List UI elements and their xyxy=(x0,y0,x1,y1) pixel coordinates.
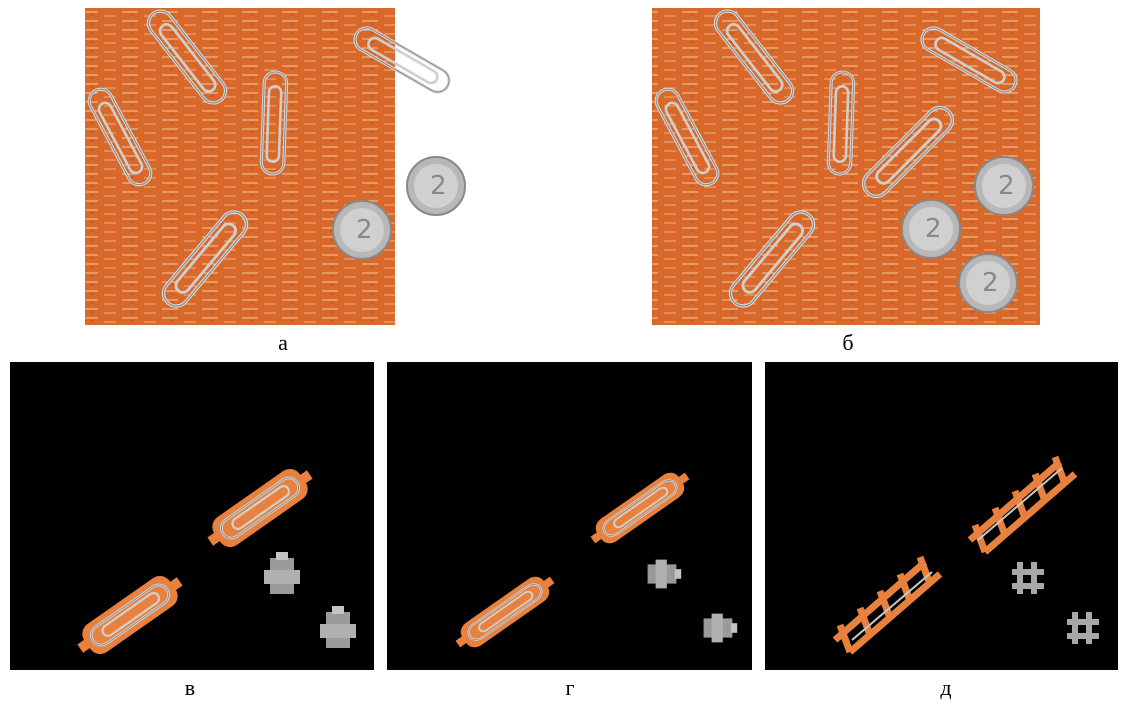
photo-b xyxy=(650,4,1040,325)
photo-a xyxy=(83,4,466,325)
mask-v xyxy=(10,362,374,670)
caption: г xyxy=(565,675,574,700)
caption: в xyxy=(185,675,195,700)
mask-d xyxy=(765,362,1118,670)
caption: б xyxy=(842,330,853,355)
mask-g xyxy=(387,362,752,670)
caption: д xyxy=(940,675,951,700)
caption: а xyxy=(278,330,288,355)
